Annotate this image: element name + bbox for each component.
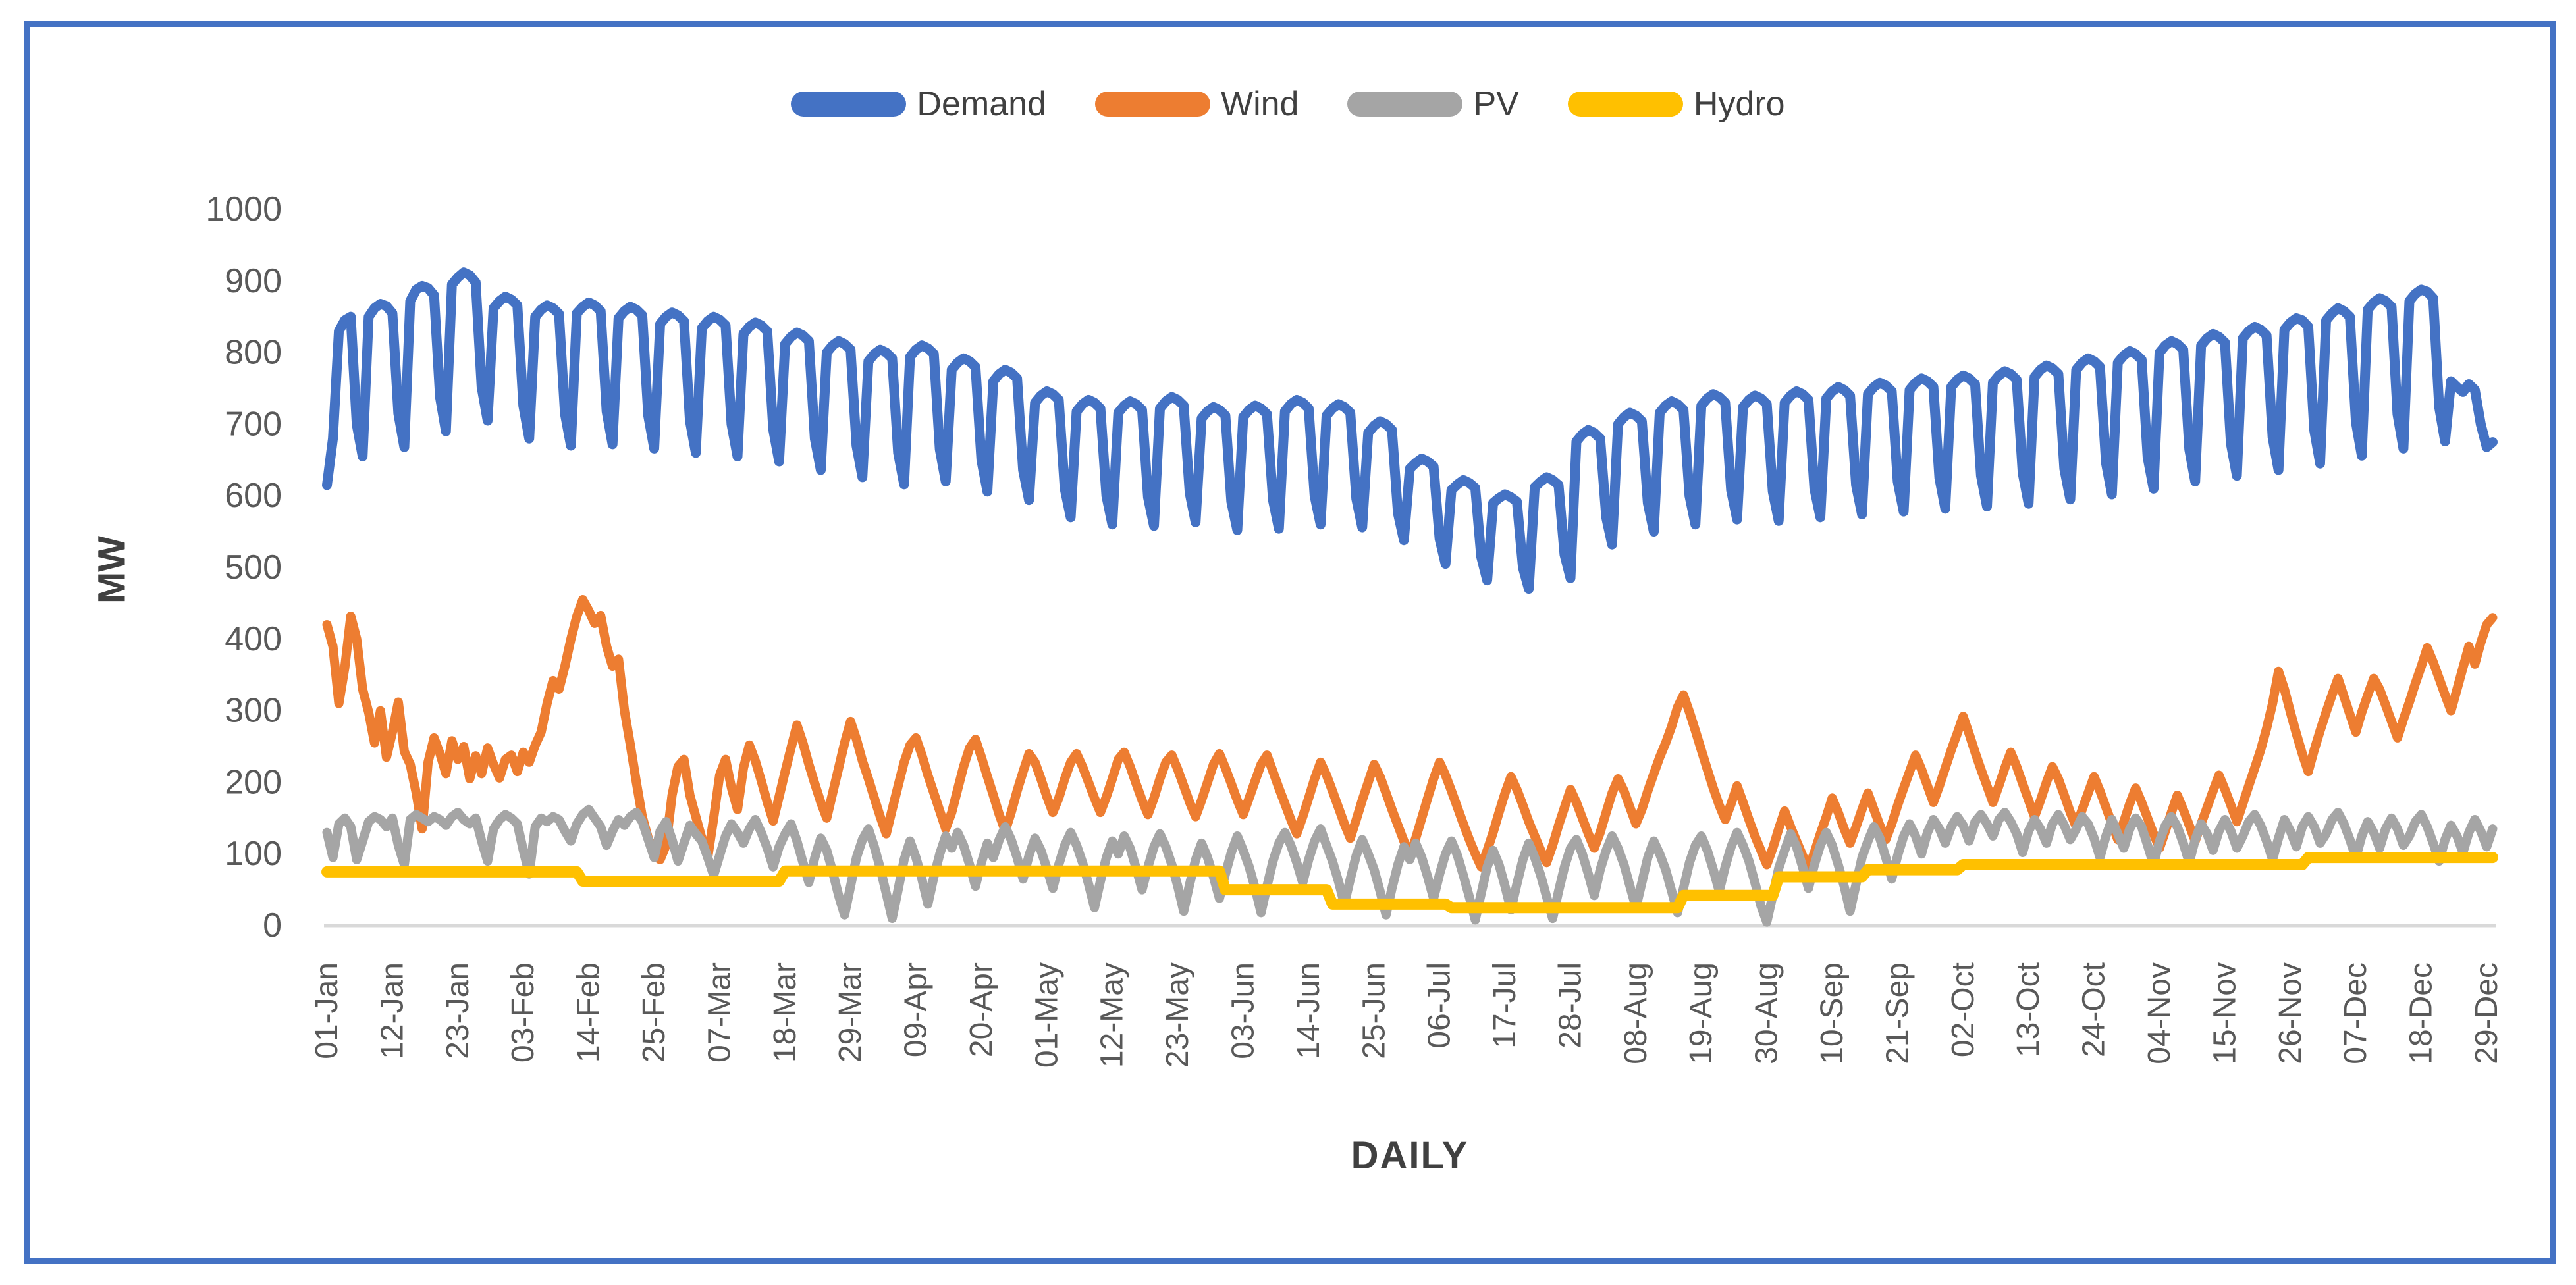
series-pv-line[interactable] bbox=[322, 804, 2498, 927]
x-tick-label: 26-Nov bbox=[2273, 962, 2308, 1064]
x-tick-label: 04-Nov bbox=[2142, 962, 2177, 1064]
x-tick-label: 25-Jun bbox=[1356, 962, 1391, 1059]
y-tick-label: 100 bbox=[225, 835, 282, 873]
y-tick-label: 500 bbox=[225, 548, 282, 587]
series-hydro-line[interactable] bbox=[321, 852, 2498, 914]
x-tick-label: 25-Feb bbox=[637, 962, 672, 1062]
y-tick-label: 800 bbox=[225, 334, 282, 372]
pv-swatch bbox=[1347, 92, 1463, 117]
legend-label: PV bbox=[1473, 85, 1519, 123]
x-tick-label: 19-Aug bbox=[1684, 962, 1719, 1064]
x-tick-label: 14-Feb bbox=[572, 962, 606, 1062]
legend-label: Hydro bbox=[1693, 85, 1785, 123]
x-tick-label: 02-Oct bbox=[1946, 962, 1981, 1057]
x-tick-label: 14-Jun bbox=[1291, 962, 1326, 1059]
x-tick-label: 24-Oct bbox=[2077, 962, 2112, 1057]
y-tick-label: 200 bbox=[225, 763, 282, 801]
x-tick-label: 18-Mar bbox=[768, 962, 803, 1062]
legend-label: Demand bbox=[917, 85, 1046, 123]
y-tick-label: 0 bbox=[263, 906, 282, 945]
x-tick-label: 10-Sep bbox=[1815, 962, 1850, 1064]
y-tick-label: 700 bbox=[225, 405, 282, 443]
demand-swatch bbox=[791, 92, 907, 117]
legend-label: Wind bbox=[1220, 85, 1299, 123]
figure-border bbox=[24, 21, 2556, 1264]
x-tick-label: 29-Mar bbox=[833, 962, 868, 1062]
y-tick-label: 400 bbox=[225, 620, 282, 658]
x-tick-label: 29-Dec bbox=[2469, 962, 2504, 1064]
x-tick-label: 12-Jan bbox=[375, 962, 410, 1059]
x-tick-label: 08-Aug bbox=[1619, 962, 1653, 1064]
y-tick-label: 900 bbox=[225, 262, 282, 300]
x-tick-label: 06-Jul bbox=[1422, 962, 1457, 1049]
x-tick-label: 18-Dec bbox=[2404, 962, 2439, 1064]
y-tick-label: 300 bbox=[225, 692, 282, 730]
x-tick-label: 01-May bbox=[1029, 962, 1064, 1068]
legend-item-pv[interactable]: PV bbox=[1347, 84, 1519, 124]
x-tick-label: 03-Jun bbox=[1226, 962, 1261, 1059]
x-tick-label: 07-Dec bbox=[2338, 962, 2373, 1064]
hydro-swatch bbox=[1567, 92, 1683, 117]
x-tick-label: 01-Jan bbox=[309, 962, 344, 1059]
x-tick-label: 17-Jul bbox=[1488, 962, 1522, 1049]
x-tick-label: 28-Jul bbox=[1553, 962, 1588, 1049]
series-demand-line[interactable] bbox=[322, 267, 2498, 594]
y-tick-label: 1000 bbox=[205, 190, 282, 228]
legend-item-hydro[interactable]: Hydro bbox=[1567, 84, 1785, 124]
legend-item-wind[interactable]: Wind bbox=[1094, 84, 1299, 124]
y-axis-title: MW bbox=[90, 535, 134, 604]
x-tick-label: 07-Mar bbox=[702, 962, 737, 1062]
x-tick-label: 09-Apr bbox=[899, 962, 934, 1057]
wind-swatch bbox=[1094, 92, 1210, 117]
x-tick-label: 30-Aug bbox=[1750, 962, 1784, 1064]
y-tick-label: 600 bbox=[225, 477, 282, 515]
x-axis-title: DAILY bbox=[1351, 1134, 1469, 1177]
chart-legend: Demand Wind PV Hydro bbox=[0, 84, 2576, 124]
x-tick-label: 20-Apr bbox=[964, 962, 999, 1057]
x-tick-label: 23-Jan bbox=[441, 962, 475, 1059]
x-tick-label: 03-Feb bbox=[506, 962, 541, 1062]
x-tick-label: 12-May bbox=[1095, 962, 1130, 1068]
x-tick-label: 23-May bbox=[1160, 962, 1195, 1068]
x-tick-label: 21-Sep bbox=[1880, 962, 1915, 1064]
x-tick-label: 13-Oct bbox=[2011, 962, 2046, 1057]
legend-item-demand[interactable]: Demand bbox=[791, 84, 1046, 124]
x-tick-label: 15-Nov bbox=[2207, 962, 2242, 1064]
